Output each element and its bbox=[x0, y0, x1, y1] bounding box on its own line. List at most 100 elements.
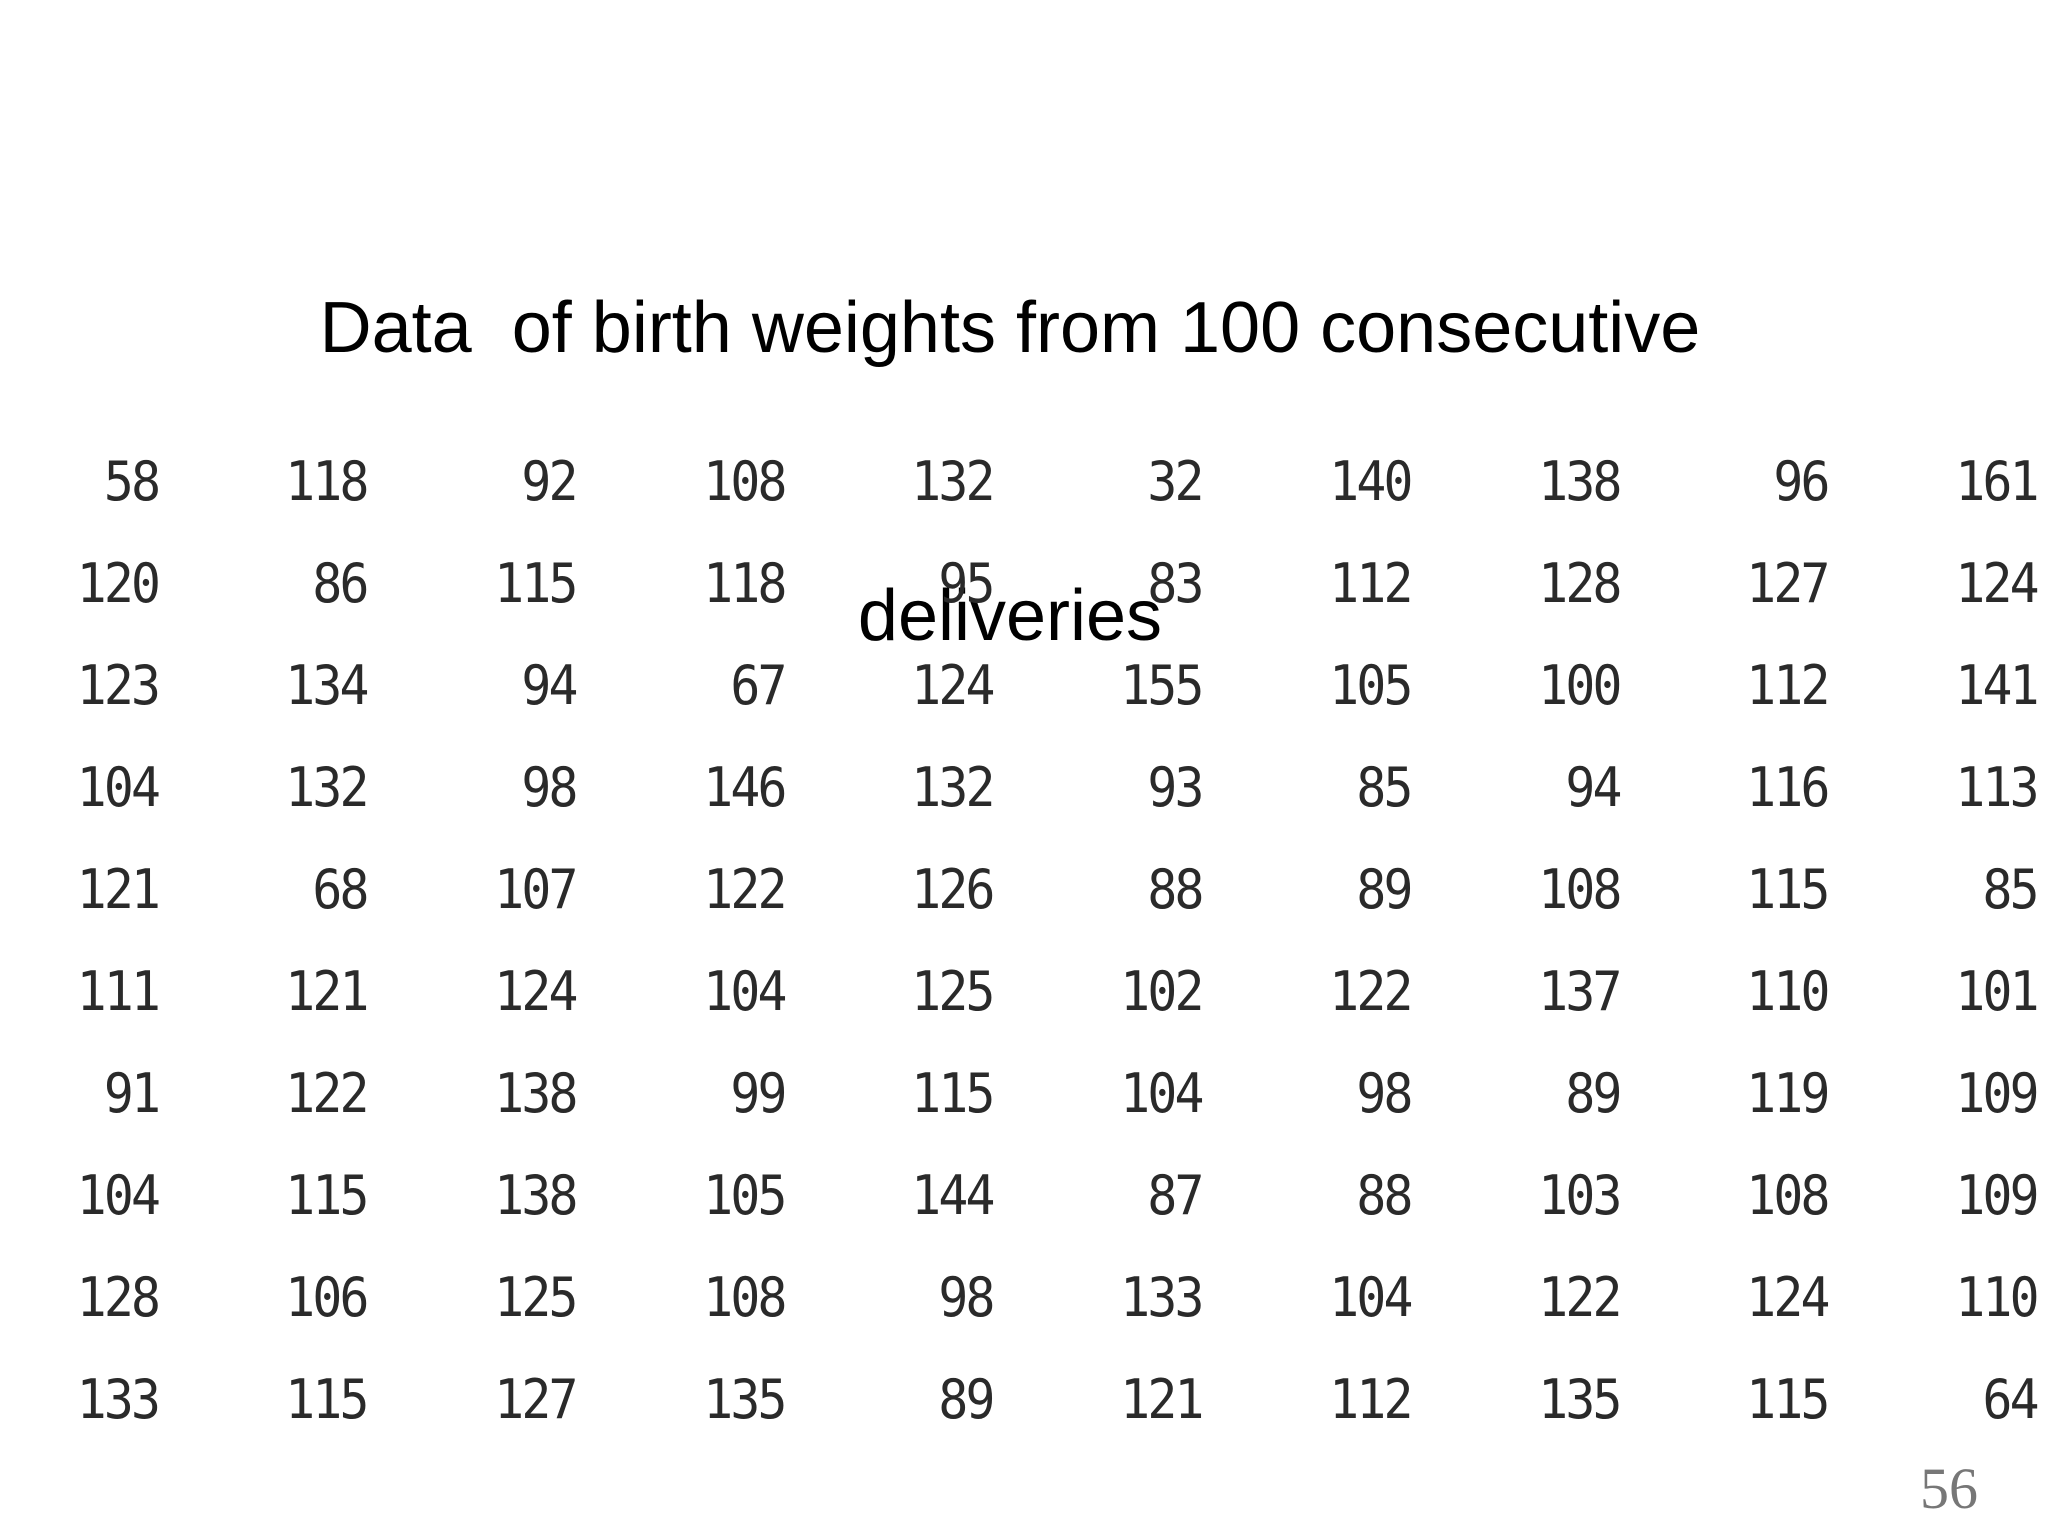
table-cell: 115 bbox=[285, 1163, 369, 1227]
table-cell: 138 bbox=[494, 1163, 578, 1227]
table-cell: 89 bbox=[938, 1367, 996, 1431]
table-cell: 100 bbox=[1537, 653, 1622, 717]
table-cell: 106 bbox=[285, 1265, 369, 1329]
table-cell: 58 bbox=[103, 449, 161, 513]
table-cell: 137 bbox=[1537, 959, 1622, 1023]
table-cell: 108 bbox=[702, 449, 787, 513]
table-cell: 128 bbox=[76, 1265, 161, 1329]
table-cell: 99 bbox=[730, 1061, 787, 1125]
table-row: 58 118 92 108 132 32 140 138 96 161 bbox=[40, 430, 2048, 532]
table-cell: 119 bbox=[1746, 1061, 1831, 1125]
table-cell: 112 bbox=[1329, 551, 1413, 615]
table-cell: 108 bbox=[1746, 1163, 1831, 1227]
table-cell: 124 bbox=[911, 653, 996, 717]
table-cell: 125 bbox=[494, 1265, 578, 1329]
table-cell: 105 bbox=[702, 1163, 787, 1227]
table-cell: 89 bbox=[1356, 857, 1413, 921]
table-cell: 115 bbox=[494, 551, 578, 615]
table-cell: 96 bbox=[1773, 449, 1831, 513]
table-cell: 108 bbox=[702, 1265, 787, 1329]
table-cell: 94 bbox=[521, 653, 578, 717]
table-cell: 85 bbox=[1982, 857, 2040, 921]
table-cell: 116 bbox=[1746, 755, 1831, 819]
table-cell: 121 bbox=[285, 959, 369, 1023]
table-cell: 112 bbox=[1746, 653, 1831, 717]
table-cell: 132 bbox=[911, 755, 996, 819]
table-cell: 133 bbox=[1120, 1265, 1204, 1329]
table-cell: 118 bbox=[702, 551, 787, 615]
table-cell: 104 bbox=[1120, 1061, 1204, 1125]
table-cell: 108 bbox=[1537, 857, 1622, 921]
table-cell: 110 bbox=[1746, 959, 1831, 1023]
table-row: 111 121 124 104 125 102 122 137 110 101 bbox=[40, 940, 2048, 1042]
table-cell: 127 bbox=[494, 1367, 578, 1431]
table-cell: 87 bbox=[1147, 1163, 1205, 1227]
table-cell: 110 bbox=[1955, 1265, 2039, 1329]
table-cell: 86 bbox=[312, 551, 370, 615]
table-cell: 68 bbox=[312, 857, 370, 921]
table-cell: 146 bbox=[702, 755, 787, 819]
table-cell: 123 bbox=[76, 653, 161, 717]
table-cell: 122 bbox=[702, 857, 787, 921]
table-cell: 118 bbox=[285, 449, 369, 513]
table-cell: 144 bbox=[911, 1163, 996, 1227]
table-cell: 111 bbox=[76, 959, 161, 1023]
table-body: 58 118 92 108 132 32 140 138 96 161 120 86 115 118 95 8… bbox=[40, 430, 2048, 1450]
table-cell: 83 bbox=[1147, 551, 1205, 615]
table-cell: 124 bbox=[1746, 1265, 1831, 1329]
table-cell: 94 bbox=[1565, 755, 1622, 819]
table-cell: 112 bbox=[1329, 1367, 1413, 1431]
table-cell: 115 bbox=[1746, 857, 1831, 921]
table-cell: 64 bbox=[1982, 1367, 2040, 1431]
table-cell: 115 bbox=[1746, 1367, 1831, 1431]
table-cell: 134 bbox=[285, 653, 369, 717]
table-cell: 127 bbox=[1746, 551, 1831, 615]
table-cell: 124 bbox=[1955, 551, 2039, 615]
table-cell: 138 bbox=[494, 1061, 578, 1125]
table-cell: 103 bbox=[1537, 1163, 1622, 1227]
table-row: 123 134 94 67 124 155 105 100 112 141 bbox=[40, 634, 2048, 736]
table-cell: 138 bbox=[1537, 449, 1622, 513]
table-cell: 126 bbox=[911, 857, 996, 921]
table-cell: 115 bbox=[911, 1061, 996, 1125]
table-cell: 133 bbox=[76, 1367, 161, 1431]
table-cell: 104 bbox=[1329, 1265, 1413, 1329]
table-cell: 85 bbox=[1356, 755, 1413, 819]
table-cell: 140 bbox=[1329, 449, 1413, 513]
table-cell: 92 bbox=[521, 449, 578, 513]
birth-weight-table: 58 118 92 108 132 32 140 138 96 161 120 86 115 118 95 8… bbox=[40, 430, 2048, 1450]
table-cell: 98 bbox=[521, 755, 578, 819]
table-cell: 105 bbox=[1329, 653, 1413, 717]
table-cell: 101 bbox=[1955, 959, 2039, 1023]
table-cell: 122 bbox=[285, 1061, 369, 1125]
table-cell: 88 bbox=[1356, 1163, 1413, 1227]
table-cell: 115 bbox=[285, 1367, 369, 1431]
table-cell: 98 bbox=[1356, 1061, 1413, 1125]
table-cell: 93 bbox=[1147, 755, 1205, 819]
table-cell: 104 bbox=[76, 1163, 161, 1227]
table-cell: 67 bbox=[730, 653, 787, 717]
table-cell: 122 bbox=[1329, 959, 1413, 1023]
table-row: 128 106 125 108 98 133 104 122 124 110 bbox=[40, 1246, 2048, 1348]
table-cell: 98 bbox=[938, 1265, 996, 1329]
table-cell: 121 bbox=[1120, 1367, 1204, 1431]
table-cell: 109 bbox=[1955, 1163, 2039, 1227]
table-row: 120 86 115 118 95 83 112 128 127 124 bbox=[40, 532, 2048, 634]
table-cell: 161 bbox=[1955, 449, 2039, 513]
table-cell: 122 bbox=[1537, 1265, 1622, 1329]
table-row: 104 115 138 105 144 87 88 103 108 109 bbox=[40, 1144, 2048, 1246]
table-cell: 95 bbox=[938, 551, 996, 615]
table-row: 133 115 127 135 89 121 112 135 115 64 bbox=[40, 1348, 2048, 1450]
table-cell: 135 bbox=[1537, 1367, 1622, 1431]
table-cell: 141 bbox=[1955, 653, 2039, 717]
table-cell: 124 bbox=[494, 959, 578, 1023]
table-cell: 132 bbox=[911, 449, 996, 513]
table-cell: 89 bbox=[1565, 1061, 1622, 1125]
table-cell: 88 bbox=[1147, 857, 1205, 921]
table-cell: 121 bbox=[76, 857, 161, 921]
table-cell: 32 bbox=[1147, 449, 1205, 513]
table-cell: 104 bbox=[76, 755, 161, 819]
table-cell: 109 bbox=[1955, 1061, 2039, 1125]
title-line-1: Data of birth weights from 100 consecuti… bbox=[319, 288, 1701, 368]
